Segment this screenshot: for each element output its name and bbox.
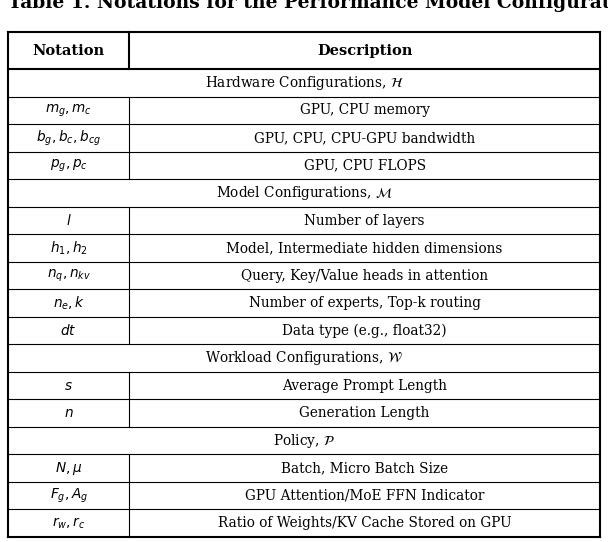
Text: $n$: $n$	[64, 406, 74, 420]
Text: $h_1, h_2$: $h_1, h_2$	[50, 240, 88, 257]
Text: Generation Length: Generation Length	[300, 406, 430, 420]
Text: GPU, CPU FLOPS: GPU, CPU FLOPS	[303, 158, 426, 172]
Text: $s$: $s$	[64, 379, 73, 392]
Text: Batch, Micro Batch Size: Batch, Micro Batch Size	[281, 461, 448, 475]
Text: $N, \mu$: $N, \mu$	[55, 460, 82, 477]
Text: GPU, CPU, CPU-GPU bandwidth: GPU, CPU, CPU-GPU bandwidth	[254, 131, 475, 145]
Text: Data type (e.g., float32): Data type (e.g., float32)	[282, 324, 447, 338]
Text: Model Configurations, $\mathcal{M}$: Model Configurations, $\mathcal{M}$	[216, 184, 392, 202]
Text: $F_g, A_g$: $F_g, A_g$	[49, 487, 88, 505]
Text: $n_e, k$: $n_e, k$	[52, 294, 85, 312]
Text: GPU, CPU memory: GPU, CPU memory	[300, 104, 430, 118]
Text: $l$: $l$	[66, 213, 72, 228]
Text: Hardware Configurations, $\mathcal{H}$: Hardware Configurations, $\mathcal{H}$	[205, 74, 403, 92]
Text: Model, Intermediate hidden dimensions: Model, Intermediate hidden dimensions	[227, 241, 503, 255]
Text: Workload Configurations, $\mathcal{W}$: Workload Configurations, $\mathcal{W}$	[205, 349, 403, 367]
Text: $p_g, p_c$: $p_g, p_c$	[50, 157, 88, 173]
Text: $n_q, n_{kv}$: $n_q, n_{kv}$	[47, 267, 91, 283]
Text: Number of experts, Top-k routing: Number of experts, Top-k routing	[249, 296, 481, 310]
Text: Average Prompt Length: Average Prompt Length	[282, 379, 447, 392]
Text: Notation: Notation	[33, 43, 105, 57]
Text: Policy, $\mathcal{P}$: Policy, $\mathcal{P}$	[273, 431, 335, 450]
Text: Ratio of Weights/KV Cache Stored on GPU: Ratio of Weights/KV Cache Stored on GPU	[218, 516, 511, 530]
Text: GPU Attention/MoE FFN Indicator: GPU Attention/MoE FFN Indicator	[245, 489, 485, 503]
Text: Table 1. Notations for the Performance Model Configuration: Table 1. Notations for the Performance M…	[8, 0, 608, 12]
Text: $m_g, m_c$: $m_g, m_c$	[45, 102, 92, 119]
Text: Query, Key/Value heads in attention: Query, Key/Value heads in attention	[241, 268, 488, 282]
Text: Number of layers: Number of layers	[305, 214, 425, 228]
Text: $dt$: $dt$	[60, 323, 77, 338]
Text: $b_g, b_c, b_{cg}$: $b_g, b_c, b_{cg}$	[36, 128, 101, 147]
Text: Description: Description	[317, 43, 412, 57]
Text: $r_w, r_c$: $r_w, r_c$	[52, 515, 85, 531]
